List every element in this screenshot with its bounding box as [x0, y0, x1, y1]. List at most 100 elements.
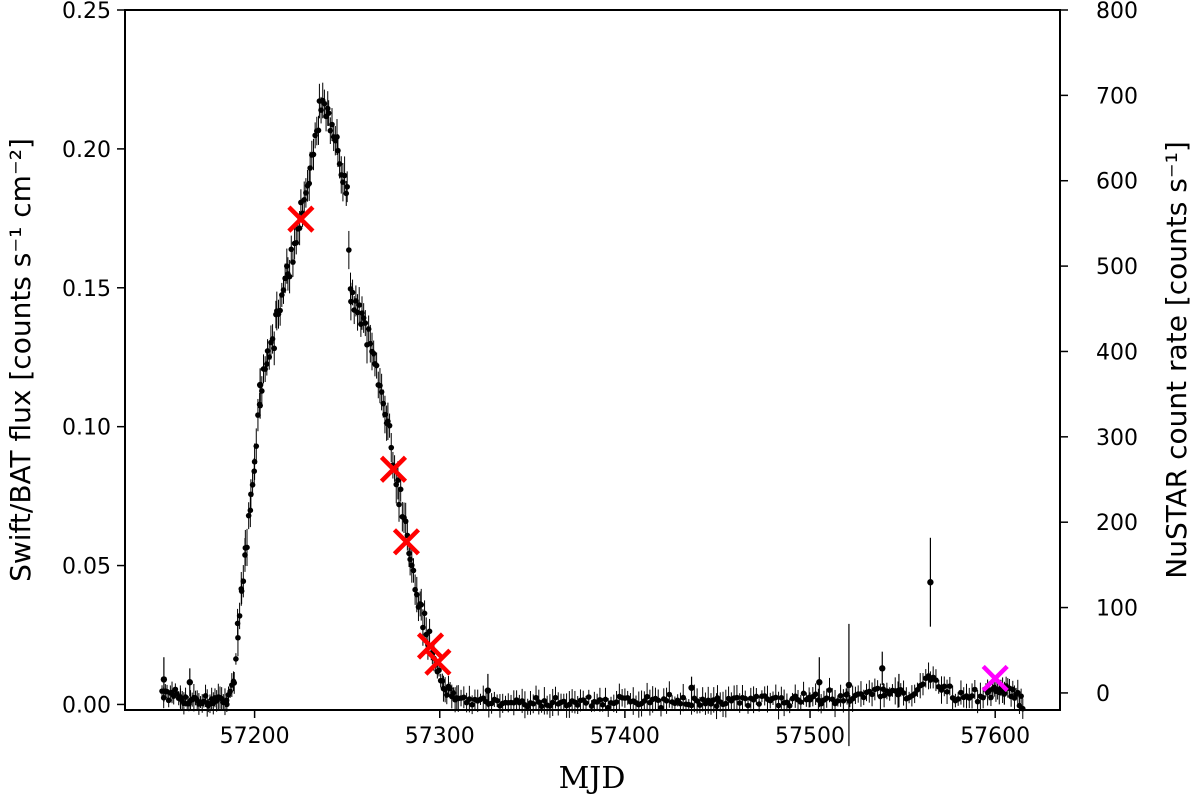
bat-data-point — [941, 683, 948, 690]
bat-data-point — [641, 698, 648, 704]
bat-data-point — [879, 665, 886, 672]
bat-data-point — [397, 486, 404, 493]
bat-data-point — [688, 684, 695, 691]
y-left-tick-label: 0.15 — [62, 277, 111, 302]
bat-data-point — [835, 698, 841, 704]
bat-data-point — [541, 698, 548, 704]
x-tick-label: 57300 — [405, 724, 475, 749]
y-right-tick-label: 600 — [1096, 170, 1138, 195]
bat-data-point — [373, 362, 380, 369]
bat-data-point — [1018, 693, 1024, 699]
bat-data-point — [561, 698, 567, 705]
bat-data-point — [840, 698, 847, 704]
bat-data-point — [914, 686, 921, 693]
y-axis-right: 0 100 200 300 400 500 600 700 800 — [1060, 0, 1138, 707]
bat-data-point — [624, 695, 631, 701]
bat-data-point — [488, 700, 495, 707]
bat-data-point — [310, 151, 317, 158]
plot-frame — [124, 9, 1061, 711]
bat-data-point — [334, 134, 340, 140]
bat-data-point — [714, 695, 721, 701]
bat-data-point — [466, 696, 473, 702]
bat-data-point — [900, 690, 907, 696]
nustar-x-marker — [392, 528, 421, 556]
bat-data-point — [772, 694, 779, 701]
bat-data-point — [344, 183, 350, 190]
bat-data-point — [264, 361, 270, 367]
bat-data-point — [538, 703, 545, 710]
bat-data-point — [597, 697, 603, 703]
y-right-tick-label: 700 — [1096, 84, 1138, 109]
bat-data-point — [244, 544, 250, 551]
bat-data-point — [271, 345, 278, 352]
bat-data-point — [588, 703, 595, 709]
bat-data-point — [186, 679, 194, 686]
bat-data-point — [1014, 689, 1021, 696]
bat-data-point — [599, 702, 606, 708]
bat-data-point — [524, 703, 531, 710]
bat-data-point — [955, 696, 961, 702]
bat-data-point — [697, 702, 703, 708]
bat-data-point — [829, 696, 836, 702]
nustar-x-marker — [287, 205, 315, 233]
bat-data-point — [484, 687, 492, 694]
bat-data-point — [775, 702, 782, 709]
bat-data-point — [233, 656, 239, 662]
bat-data-point — [346, 247, 352, 253]
bat-data-point — [410, 567, 417, 574]
bat-data-point — [602, 696, 609, 703]
y-left-tick-label: 0.10 — [62, 416, 111, 441]
bat-data-point — [920, 681, 926, 687]
bat-data-point — [723, 700, 729, 707]
y-right-tick-label: 200 — [1096, 511, 1138, 536]
bat-data-point — [439, 678, 446, 684]
bat-data-point — [235, 634, 241, 641]
bat-data-point — [845, 681, 853, 689]
bat-data-point — [284, 263, 290, 269]
bat-data-point — [734, 694, 740, 701]
bat-data-point — [708, 701, 714, 707]
bat-data-point — [315, 127, 322, 134]
bat-data-point — [605, 704, 612, 711]
bat-data-point — [356, 302, 363, 308]
bat-data-point — [933, 677, 939, 683]
x-axis: 57200 57300 57400 57500 57600 — [220, 710, 1030, 749]
bat-data-point — [395, 477, 401, 484]
bat-data-point — [988, 694, 994, 701]
bat-data-point — [699, 696, 706, 703]
y-right-tick-label: 400 — [1096, 340, 1138, 365]
bat-data-point — [549, 699, 556, 706]
bat-data-point — [253, 443, 260, 449]
bat-data-point — [778, 694, 785, 701]
nustar-x-marker — [379, 455, 408, 483]
bat-data-point — [812, 691, 819, 698]
bat-data-point — [680, 694, 687, 701]
bat-data-point — [388, 444, 395, 451]
bat-data-point — [911, 691, 918, 697]
bat-data-point — [386, 422, 393, 429]
bat-data-point — [247, 507, 254, 514]
x-tick-label: 57400 — [590, 724, 660, 749]
bat-data-point — [927, 579, 934, 586]
bat-data-point — [421, 610, 428, 617]
bat-data-point — [461, 694, 467, 701]
bat-data-point — [362, 320, 369, 326]
bat-data-point — [231, 680, 238, 686]
bat-data-point — [426, 628, 433, 635]
bat-data-point — [745, 702, 751, 709]
x-axis-label: MJD — [559, 761, 626, 796]
bat-data-point — [574, 702, 581, 708]
bat-data-point — [341, 172, 348, 179]
nustar-x-marker — [424, 648, 452, 676]
y-right-tick-label: 100 — [1096, 597, 1138, 622]
y-axis-right-label: NuSTAR count rate [counts s⁻¹] — [1160, 141, 1193, 579]
bat-data-point — [286, 273, 293, 280]
bat-data-point — [240, 578, 247, 585]
bat-data-point — [370, 350, 377, 357]
bat-data-point — [536, 699, 542, 705]
bat-data-point — [585, 694, 592, 700]
bat-data-point — [277, 307, 283, 314]
bat-data-point — [663, 697, 670, 704]
bat-data-point — [947, 683, 953, 689]
